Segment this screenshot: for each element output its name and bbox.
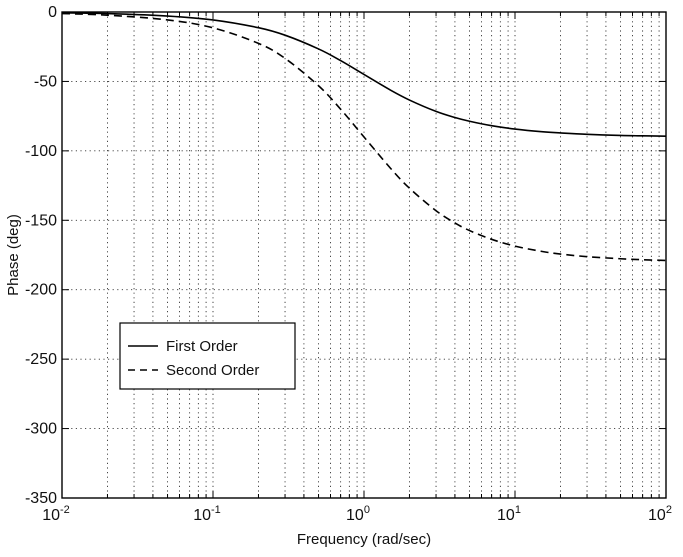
x-tick-label: 100 <box>346 504 370 524</box>
y-tick-label: -100 <box>25 143 57 160</box>
y-tick-label: 0 <box>48 4 57 21</box>
y-axis-label: Phase (deg) <box>5 214 22 296</box>
x-axis-label: Frequency (rad/sec) <box>297 531 431 548</box>
y-tick-label: -300 <box>25 421 57 438</box>
y-tick-label: -200 <box>25 282 57 299</box>
y-tick-label: -250 <box>25 351 57 368</box>
grid <box>62 12 666 498</box>
y-tick-label: -350 <box>25 490 57 507</box>
axis-ticks <box>61 11 666 499</box>
legend: First Order Second Order <box>119 322 296 390</box>
y-tick-labels: 0 -50 -100 -150 -200 -250 -300 -350 <box>25 4 57 507</box>
plot-area <box>61 12 667 262</box>
x-tick-labels: 10-2 10-1 100 101 102 <box>42 504 672 524</box>
series-line-second-order <box>61 12 667 262</box>
legend-box <box>119 322 296 390</box>
x-tick-label: 101 <box>497 504 521 524</box>
legend-label-first-order: First Order <box>166 338 238 355</box>
series-line-first-order <box>61 12 667 137</box>
x-tick-label: 10-1 <box>193 504 221 524</box>
legend-label-second-order: Second Order <box>166 362 259 379</box>
y-tick-label: -50 <box>34 73 57 90</box>
x-tick-label: 10-2 <box>42 504 70 524</box>
y-tick-label: -150 <box>25 212 57 229</box>
x-tick-label: 102 <box>648 504 672 524</box>
